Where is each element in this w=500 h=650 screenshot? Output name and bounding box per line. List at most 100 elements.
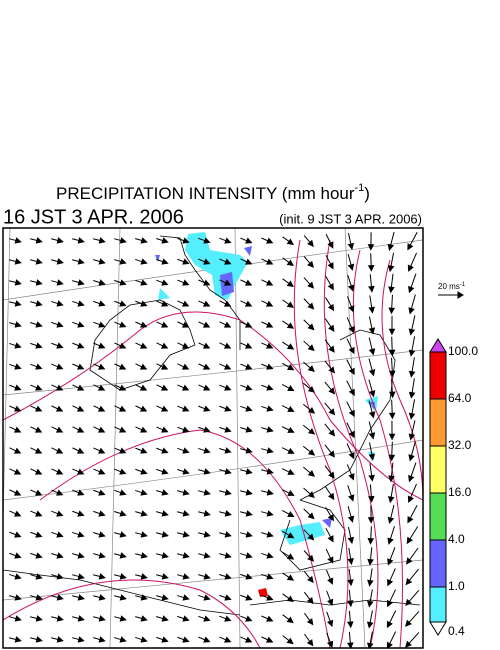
wind-arrow-head xyxy=(77,342,85,349)
wind-arrow-head xyxy=(244,321,253,328)
wind-arrow-head xyxy=(286,301,295,308)
wind-arrow-head xyxy=(406,557,413,565)
wind-arrow-head xyxy=(34,447,43,454)
wind-arrow-head xyxy=(387,265,395,273)
wind-arrow-head xyxy=(348,451,355,460)
wind-arrow-head xyxy=(203,636,211,643)
colorbar-label: 64.0 xyxy=(448,391,472,405)
wind-arrow-head xyxy=(35,615,43,622)
wind-arrow-head xyxy=(307,260,314,268)
wind-arrow-head xyxy=(182,531,190,538)
wind-arrow-head xyxy=(245,237,253,244)
wind-arrow-head xyxy=(347,515,355,523)
wind-arrow-head xyxy=(160,321,169,328)
wind-arrow-head xyxy=(245,384,253,391)
wind-arrow-head xyxy=(160,342,169,349)
wind-arrow-head xyxy=(327,577,334,585)
wind-arrow-head xyxy=(327,303,335,312)
wind-arrow-head xyxy=(408,454,415,462)
wind-arrow-head xyxy=(203,573,211,580)
wind-arrow-head xyxy=(347,558,354,566)
wind-arrow-head xyxy=(140,489,148,496)
wind-arrow-head xyxy=(56,300,64,307)
wind-arrow-head xyxy=(161,447,169,454)
wind-arrow-head xyxy=(182,426,190,433)
wind-arrow-head xyxy=(182,258,190,265)
wind-arrow-head xyxy=(266,405,274,412)
wind-arrow-head xyxy=(97,363,106,370)
wind-arrow-head xyxy=(140,573,148,580)
wind-arrow-head xyxy=(367,265,375,272)
wind-scale-superscript: -1 xyxy=(460,282,466,288)
wind-arrow-head xyxy=(203,426,211,433)
wind-arrow-head xyxy=(388,286,395,294)
wind-arrow-head xyxy=(265,258,274,265)
wind-arrow-head xyxy=(388,349,396,357)
wind-arrow-head xyxy=(367,517,375,524)
wind-arrow-head xyxy=(182,468,190,475)
wind-arrow-head xyxy=(77,321,85,328)
wind-arrow-head xyxy=(14,321,22,328)
wind-arrow-head xyxy=(97,384,106,391)
wind-arrow-head xyxy=(224,615,232,622)
wind-arrow-head xyxy=(286,595,294,603)
wind-arrow-head xyxy=(119,573,127,580)
wind-arrow-head xyxy=(245,594,253,601)
wind-arrow-head xyxy=(182,510,190,517)
wind-arrow-head xyxy=(203,258,211,265)
wind-arrow-head xyxy=(245,489,253,496)
wind-arrow-head xyxy=(287,426,295,433)
wind-arrow-head xyxy=(118,363,127,370)
wind-arrow-head xyxy=(224,447,232,454)
wind-arrow-head xyxy=(118,405,127,412)
wind-arrow-head xyxy=(266,447,274,454)
wind-arrow-head xyxy=(265,321,274,328)
wind-arrow-head xyxy=(224,636,232,643)
wind-arrow-head xyxy=(348,430,355,439)
wind-arrow-head xyxy=(388,433,396,441)
title-close: ) xyxy=(364,184,370,203)
colorbar-label: 1.0 xyxy=(448,579,465,593)
wind-arrow-head xyxy=(161,573,169,580)
wind-arrow-head xyxy=(224,405,232,412)
wind-arrow-head xyxy=(182,237,190,244)
wind-arrow-head xyxy=(408,474,415,483)
wind-arrow-head xyxy=(368,453,376,461)
wind-arrow-head xyxy=(35,237,43,244)
wind-arrow-head xyxy=(387,558,394,566)
wind-arrow-head xyxy=(327,598,334,607)
wind-arrow-head xyxy=(203,384,211,391)
wind-arrow-head xyxy=(203,615,211,622)
wind-arrow-head xyxy=(119,342,127,349)
wind-arrow-head xyxy=(98,447,106,454)
wind-arrow-head xyxy=(35,342,43,349)
wind-arrow-head xyxy=(56,489,64,496)
wind-arrow-head xyxy=(326,619,334,628)
wind-arrow-head xyxy=(286,553,295,560)
wind-arrow-head xyxy=(98,552,106,559)
wind-arrow-head xyxy=(286,259,294,267)
wind-arrow-head xyxy=(405,598,413,607)
wind-arrow-head xyxy=(161,468,169,475)
colorbar-over xyxy=(429,338,447,353)
wind-arrow-head xyxy=(14,258,22,265)
wind-arrow-head xyxy=(35,489,43,496)
wind-arrow-head xyxy=(347,600,354,608)
wind-arrow-head xyxy=(307,554,315,562)
wind-arrow-head xyxy=(35,510,43,517)
wind-arrow-head xyxy=(202,342,211,349)
wind-arrow-head xyxy=(55,468,64,475)
wind-arrow-head xyxy=(307,512,315,520)
wind-arrow-head xyxy=(98,615,106,622)
wind-arrow-head xyxy=(203,279,211,286)
wind-arrow-head xyxy=(266,426,274,433)
wind-arrow-head xyxy=(367,579,374,587)
wind-arrow-head xyxy=(77,510,85,517)
wind-arrow-head xyxy=(307,470,316,477)
wind-arrow-head xyxy=(348,367,355,376)
wind-arrow-head xyxy=(366,621,374,629)
wind-arrow-head xyxy=(224,384,232,391)
wind-arrow-head xyxy=(203,531,211,538)
wind-arrow-head xyxy=(348,326,355,334)
wind-arrow-head xyxy=(98,636,106,643)
